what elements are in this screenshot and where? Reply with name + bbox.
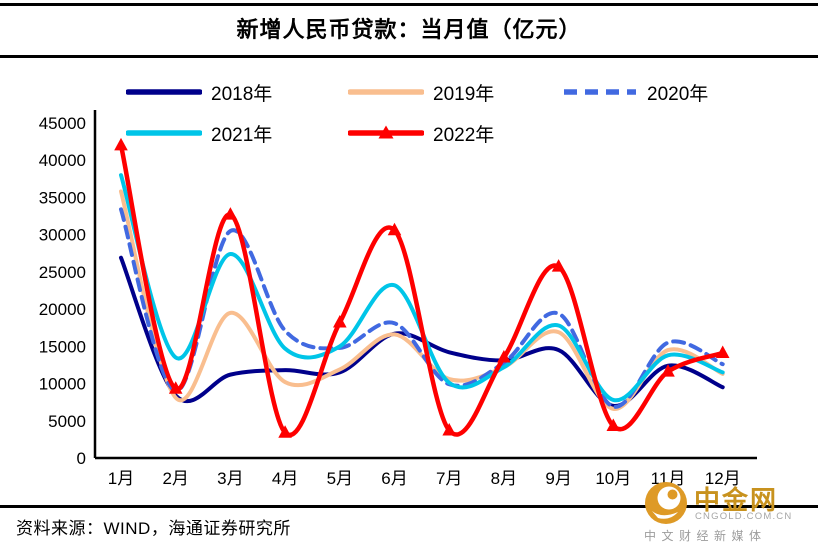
svg-text:45000: 45000 xyxy=(39,114,86,133)
svg-text:20000: 20000 xyxy=(39,300,86,319)
svg-text:5月: 5月 xyxy=(327,469,353,488)
legend-swatch-2021 xyxy=(126,125,202,141)
svg-text:30000: 30000 xyxy=(39,226,86,245)
legend-item-2021: 2021年 xyxy=(126,121,273,146)
svg-text:1月: 1月 xyxy=(108,469,134,488)
svg-text:6月: 6月 xyxy=(381,469,407,488)
logo-tagline-text: 中文财经新媒体 xyxy=(644,529,767,543)
svg-text:0: 0 xyxy=(77,449,86,468)
legend-item-2018: 2018年 xyxy=(126,80,273,105)
divider-top xyxy=(0,3,818,6)
divider-below-title xyxy=(0,55,818,58)
svg-text:35000: 35000 xyxy=(39,188,86,207)
cngold-watermark: 中金网 CNGOLD.COM.CN 中文财经新媒体 xyxy=(642,478,810,546)
logo-brand-text: 中金网 xyxy=(694,485,779,515)
svg-text:25000: 25000 xyxy=(39,263,86,282)
svg-text:7月: 7月 xyxy=(436,469,462,488)
svg-text:4月: 4月 xyxy=(272,469,298,488)
source-note: 资料来源：WIND，海通证券研究所 xyxy=(16,519,291,538)
divider-bottom xyxy=(0,505,818,508)
svg-text:10000: 10000 xyxy=(39,375,86,394)
legend-item-2020: 2020年 xyxy=(562,80,709,105)
legend-label-2018: 2018年 xyxy=(211,83,273,105)
legend-label-2021: 2021年 xyxy=(211,124,273,146)
legend-swatch-2019 xyxy=(348,84,424,100)
svg-text:15000: 15000 xyxy=(39,337,86,356)
chart-title: 新增人民币贷款：当月值（亿元） xyxy=(236,17,582,42)
svg-text:2月: 2月 xyxy=(162,469,188,488)
legend-swatch-2018 xyxy=(126,84,202,100)
legend-label-2022: 2022年 xyxy=(433,124,495,146)
logo-domain-text: CNGOLD.COM.CN xyxy=(695,511,793,522)
svg-text:10月: 10月 xyxy=(595,469,631,488)
legend-label-2019: 2019年 xyxy=(433,83,495,105)
svg-text:40000: 40000 xyxy=(39,151,86,170)
svg-text:5000: 5000 xyxy=(48,412,86,431)
svg-text:8月: 8月 xyxy=(491,469,517,488)
legend-label-2020: 2020年 xyxy=(647,83,709,105)
legend-item-2022: 2022年 xyxy=(348,121,495,146)
legend-item-2019: 2019年 xyxy=(348,80,495,105)
svg-text:3月: 3月 xyxy=(217,469,243,488)
svg-text:9月: 9月 xyxy=(545,469,571,488)
loan-line-chart: 0 5000 10000 15000 20000 25000 30000 35000 40000… xyxy=(39,110,757,488)
legend-swatch-2022 xyxy=(348,125,424,141)
svg-text:12月: 12月 xyxy=(705,469,741,488)
cngold-logo-icon xyxy=(645,482,687,524)
legend-swatch-2020 xyxy=(562,84,638,100)
